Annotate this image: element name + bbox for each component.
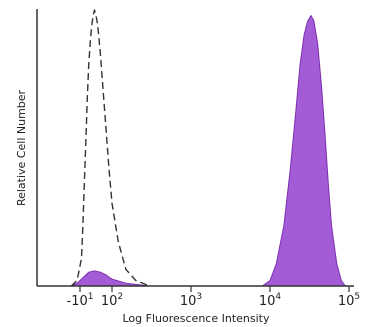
- x-tick-label-exponent: 2: [117, 292, 123, 302]
- x-tick-label-exponent: 3: [196, 292, 202, 302]
- x-tick-label-exponent: 5: [354, 292, 360, 302]
- x-tick-label-exponent: 1: [88, 292, 94, 302]
- x-tick-label: 105: [338, 292, 360, 309]
- x-tick-label: -101: [67, 292, 94, 309]
- x-tick-label-exponent: 4: [275, 292, 281, 302]
- x-tick-label-base: 10: [180, 294, 197, 309]
- x-tick-label: 102: [101, 292, 123, 309]
- series-dashed-histogram: [70, 9, 150, 287]
- x-axis-ticks: -101 102 103 104 105: [67, 286, 360, 309]
- x-axis-label: Log Fluorescence Intensity: [123, 312, 270, 325]
- x-tick-label-base: -10: [67, 294, 88, 309]
- plot-area: [70, 9, 346, 287]
- x-tick-label-base: 10: [259, 294, 276, 309]
- x-tick-label: 103: [180, 292, 202, 309]
- y-axis-label: Relative Cell Number: [15, 89, 28, 206]
- x-tick-label-base: 10: [338, 294, 355, 309]
- x-tick-label: 104: [259, 292, 282, 309]
- series-filled-histogram: [70, 15, 346, 287]
- x-tick-label-base: 10: [101, 294, 118, 309]
